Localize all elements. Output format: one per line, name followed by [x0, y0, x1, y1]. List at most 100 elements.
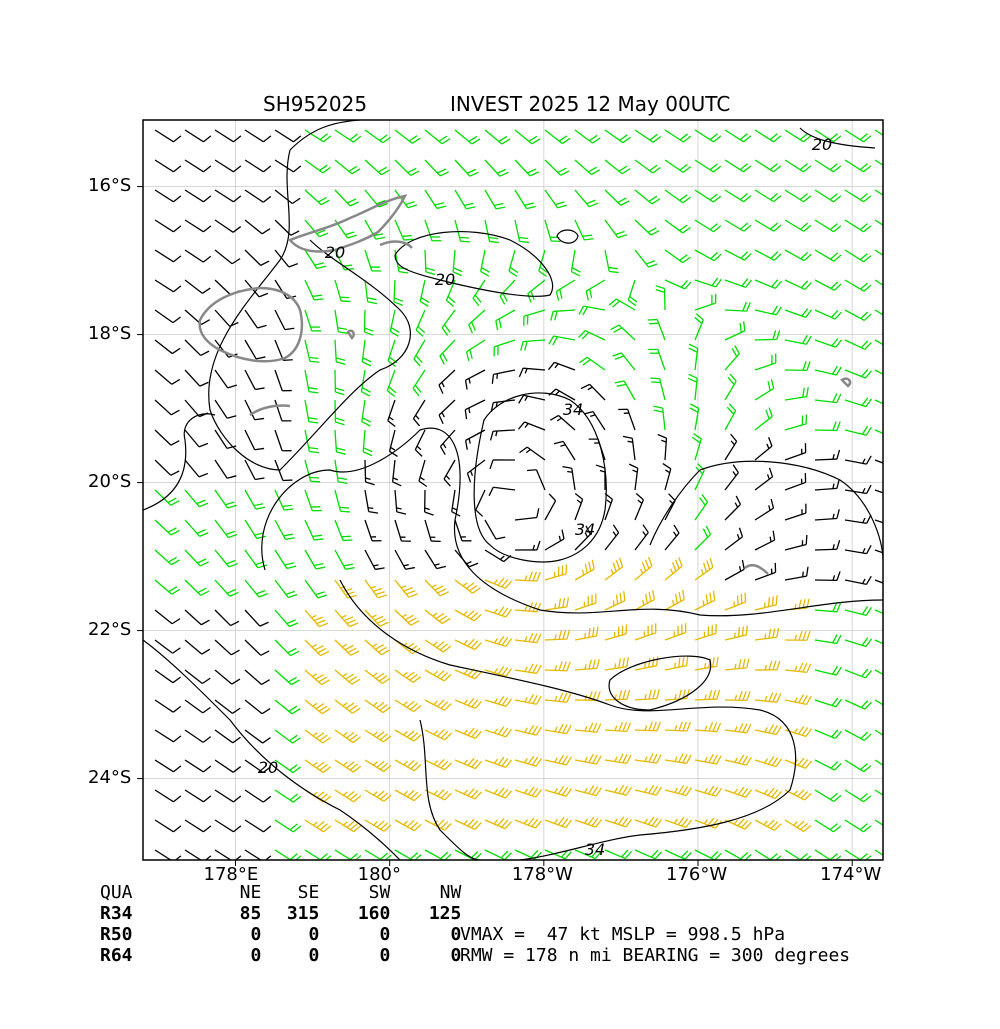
wind-barb [245, 370, 265, 389]
wind-barb [755, 437, 772, 460]
wind-barb [215, 130, 241, 142]
wind-barb [387, 370, 396, 397]
wind-barb [815, 394, 841, 403]
wind-barb [755, 756, 782, 766]
wind-barb [490, 460, 515, 469]
wind-barb [425, 580, 449, 596]
wind-barb [155, 520, 179, 535]
wind-barb [605, 220, 627, 238]
wind-barb [648, 349, 665, 370]
wind-barb [586, 280, 605, 300]
wind-barb [335, 370, 344, 395]
wind-barb [845, 310, 871, 320]
wind-barb [425, 640, 451, 652]
wind-barb [755, 693, 781, 702]
wind-barb [485, 160, 508, 176]
wind-barb [390, 310, 399, 336]
wind-barb [305, 130, 331, 142]
wind-radii-value: 0 [380, 945, 391, 966]
wind-barb [155, 160, 181, 172]
wind-barb [215, 220, 241, 232]
wind-barb [545, 160, 569, 175]
wind-barb [185, 280, 210, 293]
wind-barb [155, 610, 180, 624]
wind-barb [388, 400, 396, 427]
wind-barb [185, 610, 210, 625]
wind-barb [665, 160, 691, 172]
wind-barb [635, 817, 662, 827]
wind-barb [215, 820, 241, 832]
wind-barb [785, 820, 811, 832]
wind-barb [665, 280, 691, 289]
wind-barb [785, 567, 808, 580]
wind-barb [425, 610, 450, 624]
wind-barb [635, 722, 660, 731]
wind-barb [425, 759, 451, 769]
wind-barb [185, 250, 211, 262]
wind-barb [815, 366, 841, 375]
wind-barb [755, 468, 773, 490]
wind-barb [455, 819, 481, 829]
wind-barb [539, 250, 548, 276]
wind-barb [524, 310, 545, 326]
wind-barb [521, 340, 545, 351]
wind-barb [455, 130, 480, 144]
wind-barb [275, 520, 295, 539]
wind-barb [335, 190, 359, 206]
wind-barb [519, 395, 545, 403]
wind-radii-value: 0 [251, 945, 262, 966]
wind-barb [185, 730, 211, 742]
wind-barb [439, 370, 455, 394]
wind-barb [665, 590, 684, 610]
wind-barb [425, 730, 451, 740]
wind-barb [185, 760, 211, 772]
wind-barb [815, 820, 841, 832]
wind-barb [335, 610, 358, 627]
wind-barb [275, 790, 301, 802]
wind-barb [425, 820, 451, 830]
wind-barb [695, 160, 721, 172]
wind-barb [650, 378, 665, 400]
wind-barb [845, 545, 871, 553]
wind-barb [185, 430, 208, 447]
wind-barb [755, 408, 772, 430]
wind-barb [785, 414, 806, 430]
wind-barb [466, 430, 485, 450]
y-tick-label: 24°S [88, 767, 131, 788]
wind-barb [467, 340, 485, 361]
wind-barb [785, 130, 811, 142]
wind-barb [155, 640, 180, 653]
wind-barb [695, 690, 720, 700]
wind-barb [395, 700, 421, 712]
wind-barb [605, 130, 631, 143]
wind-barb [305, 820, 331, 832]
wind-barb [575, 190, 598, 207]
wind-barb [755, 354, 776, 370]
wind-barb [629, 464, 638, 490]
wind-barb [725, 374, 736, 400]
wind-barb [519, 368, 545, 377]
wind-barb [695, 130, 721, 142]
wind-barb [875, 760, 901, 772]
wind-barb [245, 160, 271, 172]
wind-barb [815, 760, 841, 770]
wind-barb [635, 494, 643, 521]
wind-barb [665, 130, 691, 142]
wind-barb [455, 728, 482, 738]
wind-barb [575, 160, 600, 175]
wind-barb [245, 130, 271, 142]
wind-barb [155, 670, 181, 683]
wind-barb [635, 754, 661, 764]
wind-barb [725, 404, 736, 430]
y-tick-label: 22°S [88, 619, 131, 640]
wind-barb [485, 130, 510, 144]
wind-barb [245, 730, 270, 743]
wind-barb [215, 490, 237, 508]
wind-barb [605, 250, 619, 273]
wind-barb [692, 434, 701, 460]
x-tick-label: 174°W [820, 864, 881, 885]
wind-barb [575, 723, 601, 732]
wind-barb [575, 786, 601, 796]
wind-barb [575, 560, 594, 580]
contour-20-east [650, 461, 883, 560]
